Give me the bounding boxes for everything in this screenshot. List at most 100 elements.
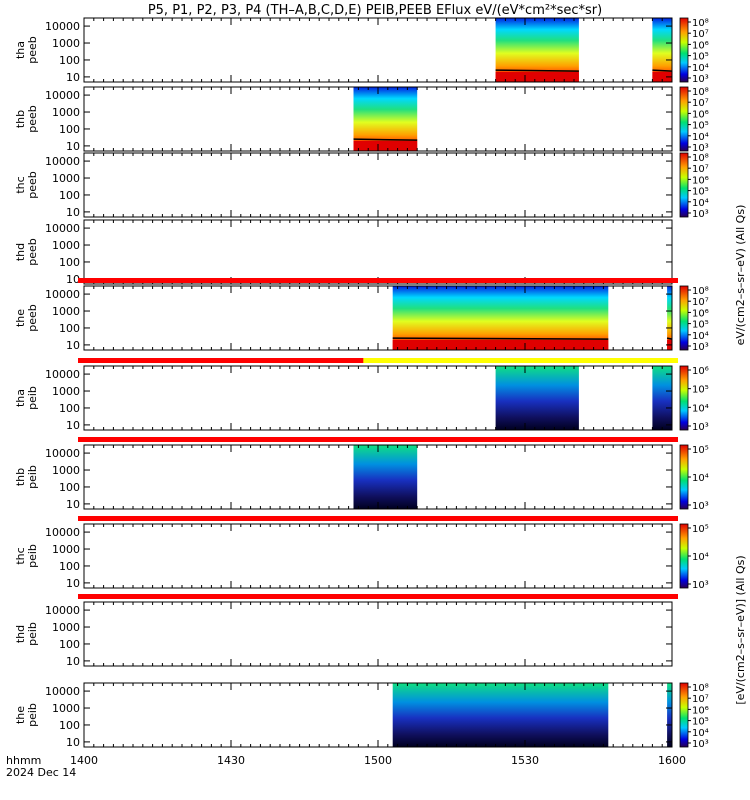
y-tick-label: 10 <box>66 206 80 219</box>
colorbar-tick-label: 10⁶ <box>692 175 709 186</box>
panel-frame <box>83 523 673 589</box>
colorbar-tick-label: 10⁵ <box>692 187 709 198</box>
y-tick-label: 10000 <box>45 685 80 698</box>
panel-probe-label: thc <box>14 547 27 564</box>
colorbar <box>679 444 689 510</box>
colorbar-tick-label: 10⁴ <box>692 331 709 342</box>
colorbar-tick-label: 10⁴ <box>692 403 709 414</box>
x-tick-label: 1400 <box>70 754 98 767</box>
y-tick-label: 10 <box>66 419 80 432</box>
x-tick-label: 1430 <box>217 754 245 767</box>
panel-frame <box>83 365 673 431</box>
colorbar-tick-label: 10⁶ <box>692 308 709 319</box>
panel-frame <box>83 152 673 218</box>
quality-flag-strip <box>78 594 678 599</box>
spacecraft-potential-line <box>666 337 673 340</box>
colorbar <box>679 17 689 83</box>
colorbar-tick-label: 10³ <box>692 209 709 220</box>
low-energy-band <box>652 71 672 82</box>
y-tick-label: 1000 <box>52 702 80 715</box>
colorbar-tick-label: 10⁴ <box>692 728 709 739</box>
panel-probe-label: the <box>14 706 27 724</box>
y-tick-label: 10000 <box>45 368 80 381</box>
y-tick-label: 100 <box>59 54 80 67</box>
low-energy-band <box>495 71 579 82</box>
panel-frame <box>83 17 673 83</box>
colorbar <box>679 86 689 152</box>
spacecraft-potential-line <box>495 69 579 72</box>
panel-probe-label: tha <box>14 41 27 59</box>
y-tick-label: 10 <box>66 273 80 286</box>
colorbar-tick-label: 10⁶ <box>692 109 709 120</box>
panel-species-label: peeb <box>26 36 39 64</box>
colorbar <box>679 682 689 748</box>
colorbar-tick-label: 10⁶ <box>692 40 709 51</box>
spectrogram-block <box>392 683 609 747</box>
y-tick-label: 100 <box>59 123 80 136</box>
spectrogram-block <box>495 366 579 430</box>
colorbar-tick-label: 10³ <box>692 580 709 591</box>
panel-probe-label: thd <box>14 243 27 261</box>
panel-species-label: peib <box>26 544 39 568</box>
colorbar <box>679 285 689 351</box>
panel-probe-label: thb <box>14 110 27 128</box>
y-tick-label: 100 <box>59 719 80 732</box>
x-tick-label: 1600 <box>658 754 686 767</box>
spectrogram-block <box>353 445 418 509</box>
low-energy-band <box>392 339 609 350</box>
y-tick-label: 10000 <box>45 20 80 33</box>
colorbar <box>679 365 689 431</box>
colorbar-tick-label: 10⁴ <box>692 552 709 563</box>
y-tick-label: 1000 <box>52 106 80 119</box>
quality-flag-strip <box>78 516 678 521</box>
y-tick-label: 1000 <box>52 621 80 634</box>
y-tick-label: 1000 <box>52 543 80 556</box>
y-tick-label: 10 <box>66 339 80 352</box>
panel-species-label: peeb <box>26 171 39 199</box>
panel-thc-peib: 10 100 1000 10000 thc peib 10⁵ 10⁴ 10³ <box>14 516 709 591</box>
colorbar-tick-label: 10³ <box>692 143 709 154</box>
colorbar-tick-label: 10⁷ <box>692 164 709 175</box>
y-tick-label: 10000 <box>45 526 80 539</box>
colorbar-tick-label: 10⁴ <box>692 63 709 74</box>
x-tick-label: 1530 <box>511 754 539 767</box>
y-tick-label: 10 <box>66 498 80 511</box>
y-tick-label: 1000 <box>52 464 80 477</box>
panel-probe-label: the <box>14 309 27 327</box>
y-tick-label: 100 <box>59 189 80 202</box>
panel-species-label: peib <box>26 465 39 489</box>
panel-probe-label: thd <box>14 625 27 643</box>
panel-thb-peib: 10 100 1000 10000 thb peib 10⁵ 10⁴ 10³ <box>14 437 709 512</box>
panel-probe-label: thc <box>14 176 27 193</box>
panel-frame <box>83 219 673 285</box>
panel-probe-label: tha <box>14 389 27 407</box>
y-tick-label: 1000 <box>52 385 80 398</box>
y-tick-label: 10000 <box>45 222 80 235</box>
y-tick-label: 10 <box>66 736 80 749</box>
panel-frame <box>83 601 673 667</box>
date-label: 2024 Dec 14 <box>6 766 76 779</box>
y-tick-label: 10 <box>66 71 80 84</box>
x-tick-label: 1500 <box>364 754 392 767</box>
panel-species-label: peib <box>26 703 39 727</box>
y-tick-label: 100 <box>59 256 80 269</box>
panel-tha-peib: 10 100 1000 10000 tha peib 10⁶ 10⁵ 10⁴ 10³ <box>14 358 709 433</box>
y-tick-label: 1000 <box>52 239 80 252</box>
colorbar-tick-label: 10⁷ <box>692 297 709 308</box>
panel-species-label: peeb <box>26 105 39 133</box>
colorbar-tick-label: 10³ <box>692 739 709 750</box>
spectrogram-block <box>667 286 672 350</box>
panel-species-label: peib <box>26 622 39 646</box>
colorbar-units-peeb: eV/(cm2–s–sr–eV) (All Qs) <box>734 205 747 346</box>
panel-species-label: peeb <box>26 304 39 332</box>
y-tick-label: 1000 <box>52 172 80 185</box>
colorbar-tick-label: 10⁶ <box>692 705 709 716</box>
colorbar-units-peib: [eV/(cm2–s–sr–eV)] (All Qs) <box>734 555 747 704</box>
colorbar-tick-label: 10⁶ <box>692 366 709 377</box>
panel-probe-label: thb <box>14 468 27 486</box>
spectrogram-block <box>667 683 672 747</box>
